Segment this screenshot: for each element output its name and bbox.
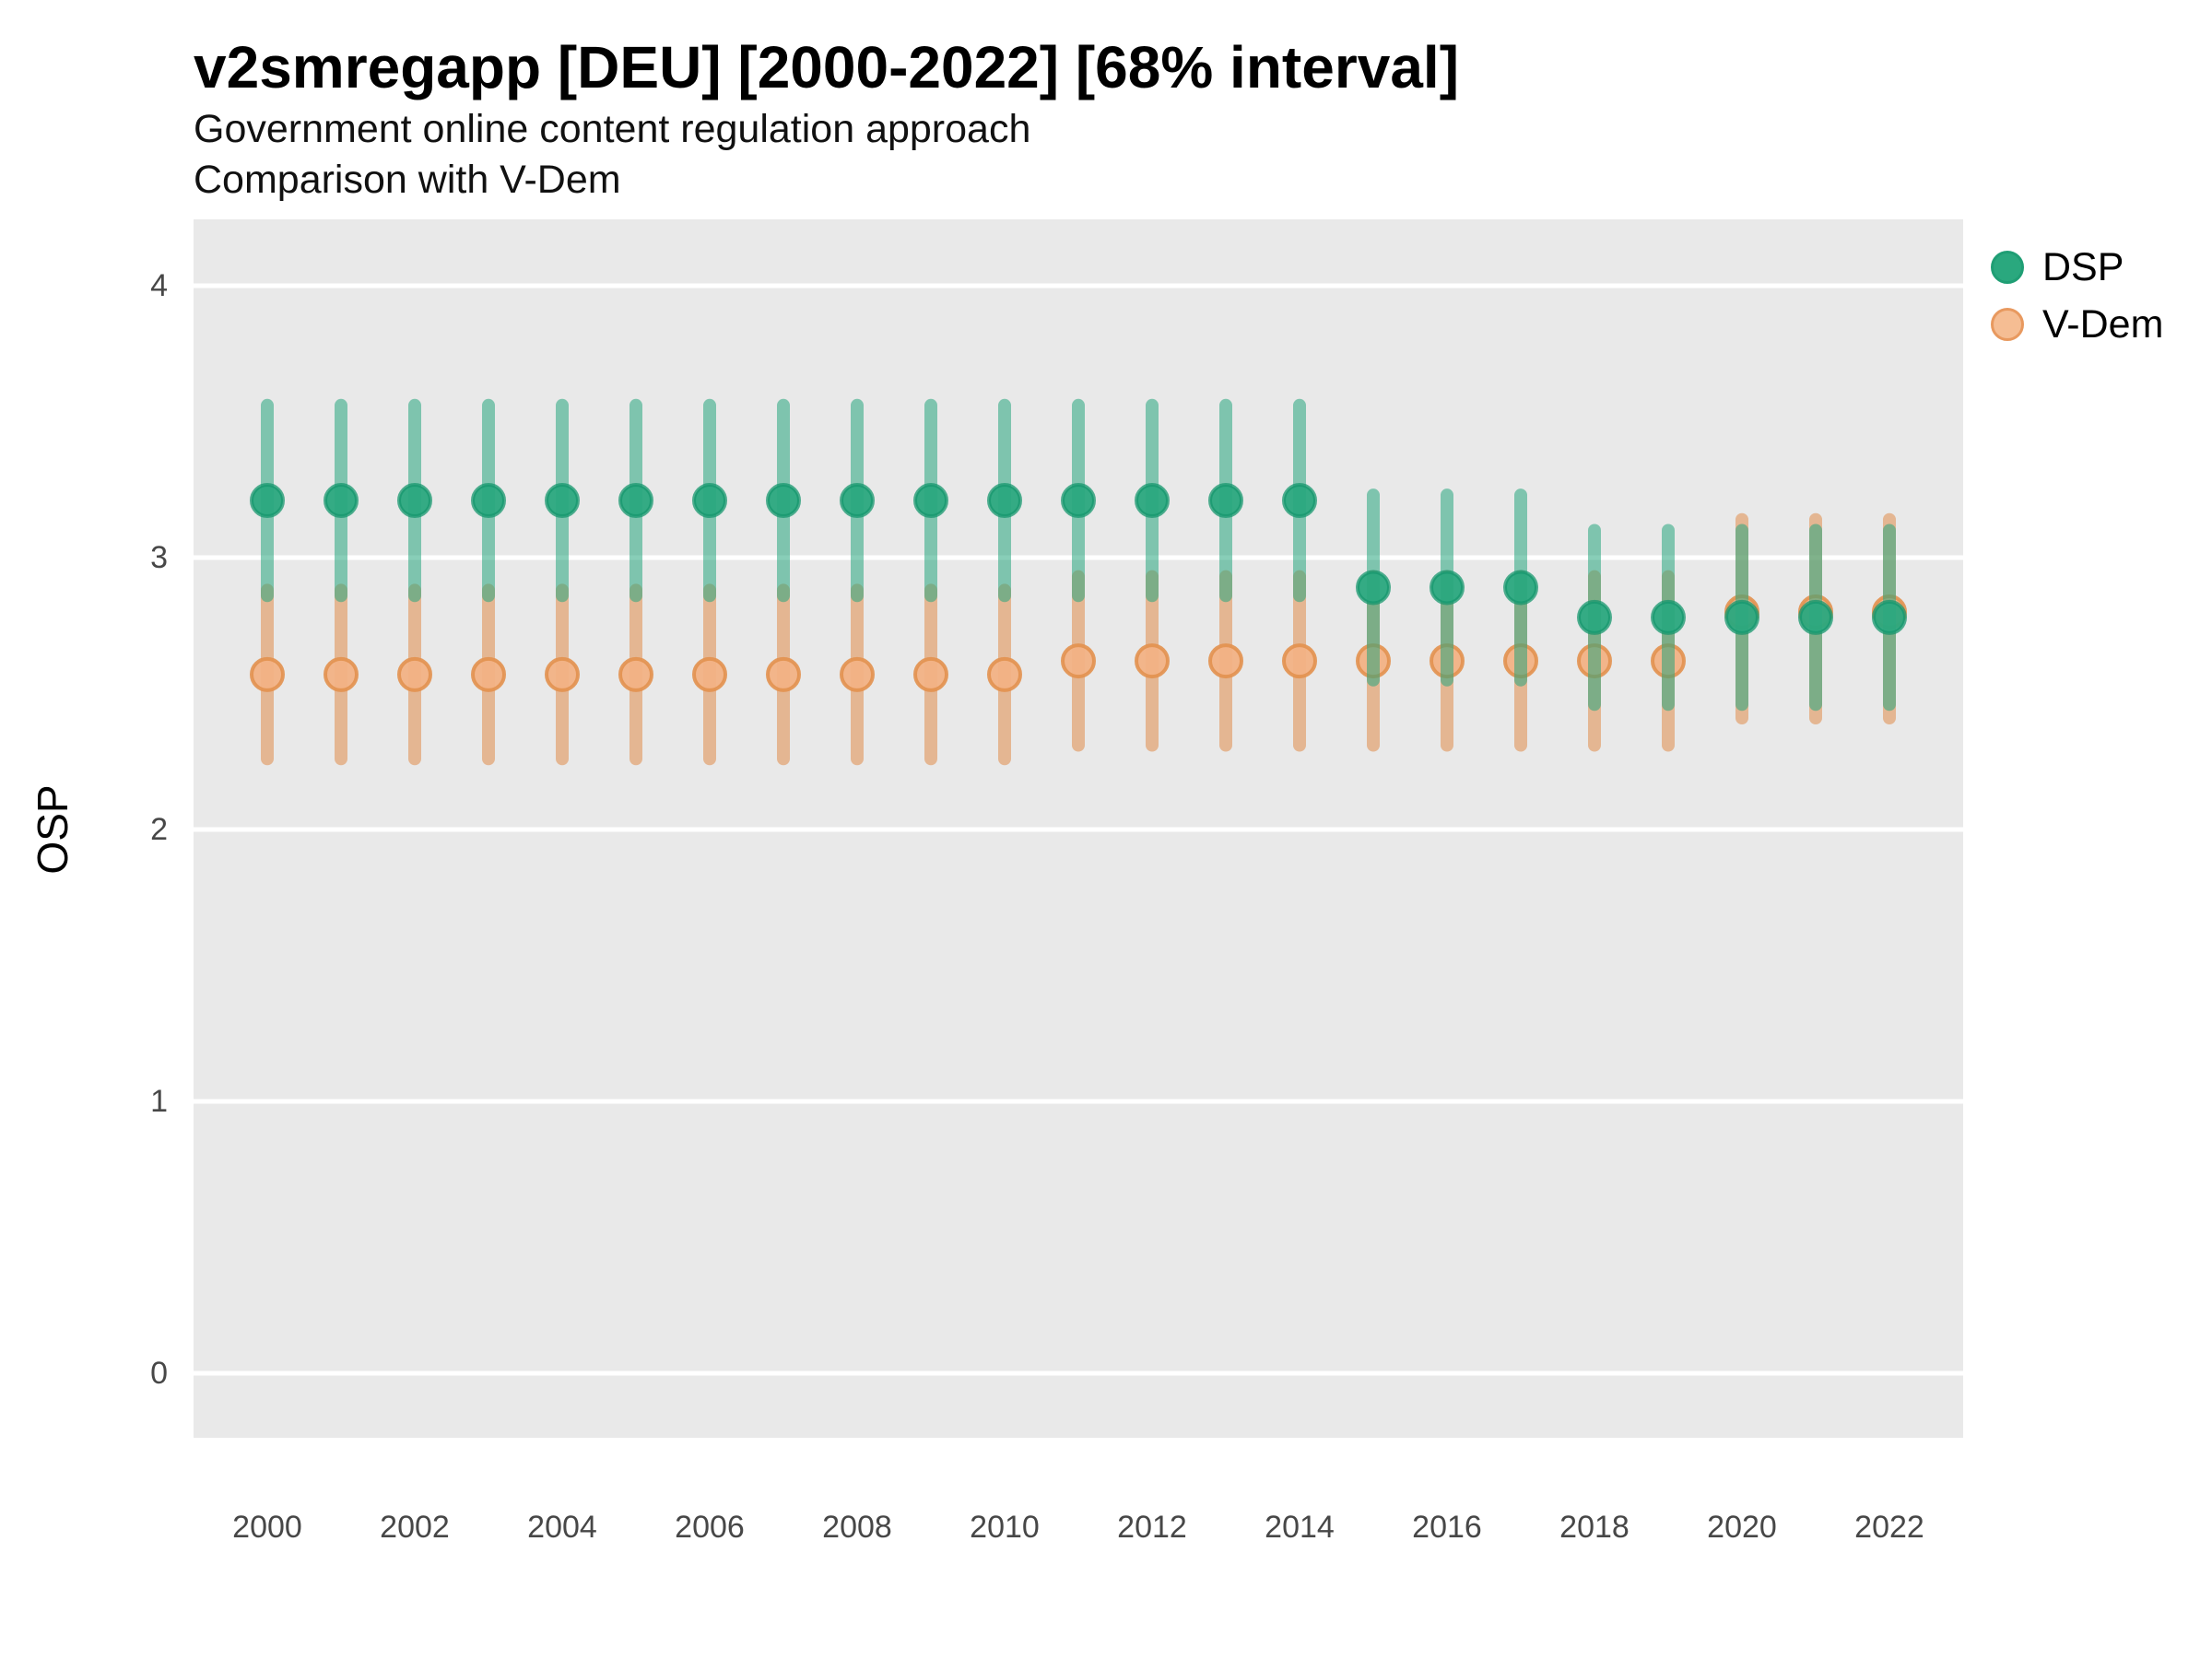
dsp-point-2014	[1282, 483, 1317, 519]
dsp-point-2002	[397, 483, 432, 519]
dsp-point-2020	[1724, 599, 1759, 635]
chart-subtitle-line1: Government online content regulation app…	[194, 107, 1031, 151]
vdem-legend-label: V-Dem	[2042, 301, 2164, 347]
dsp-point-2013	[1208, 483, 1243, 519]
vdem-legend-dot-icon	[1991, 308, 2024, 341]
vdem-point-2002	[397, 656, 432, 692]
vdem-point-2010	[987, 656, 1022, 692]
vdem-point-2007	[766, 656, 801, 692]
x-tick-label-2008: 2008	[822, 1510, 892, 1545]
dsp-point-2001	[324, 483, 359, 519]
x-tick-label-2000: 2000	[232, 1510, 302, 1545]
dsp-point-2004	[545, 483, 580, 519]
dsp-point-2000	[250, 483, 285, 519]
dsp-point-2015	[1356, 570, 1391, 606]
dsp-point-2021	[1798, 599, 1833, 635]
vdem-point-2000	[250, 656, 285, 692]
vdem-point-2005	[618, 656, 653, 692]
y-tick-label-4: 4	[150, 268, 168, 303]
dsp-point-2010	[987, 483, 1022, 519]
x-tick-label-2014: 2014	[1265, 1510, 1335, 1545]
dsp-point-2016	[1430, 570, 1465, 606]
dsp-point-2022	[1872, 599, 1907, 635]
vdem-point-2008	[840, 656, 875, 692]
gridline-y-4	[194, 283, 1963, 288]
dsp-legend-label: DSP	[2042, 244, 2124, 289]
dsp-point-2018	[1577, 599, 1612, 635]
dsp-legend-dot-icon	[1991, 251, 2024, 284]
x-tick-label-2002: 2002	[380, 1510, 450, 1545]
vdem-point-2006	[692, 656, 727, 692]
gridline-y-1	[194, 1099, 1963, 1104]
x-tick-label-2006: 2006	[675, 1510, 745, 1545]
vdem-point-2009	[913, 656, 948, 692]
vdem-point-2011	[1061, 643, 1096, 679]
y-tick-label-1: 1	[150, 1084, 168, 1119]
y-tick-label-0: 0	[150, 1356, 168, 1391]
y-axis-title: OSP	[29, 784, 76, 875]
dsp-point-2003	[471, 483, 506, 519]
gridline-y-2	[194, 827, 1963, 832]
legend-item-vdem: V-Dem	[1991, 302, 2163, 347]
chart-subtitle-line2: Comparison with V-Dem	[194, 158, 621, 202]
dsp-point-2009	[913, 483, 948, 519]
vdem-point-2001	[324, 656, 359, 692]
dsp-point-2005	[618, 483, 653, 519]
x-tick-label-2016: 2016	[1412, 1510, 1482, 1545]
legend-item-dsp: DSP	[1991, 245, 2163, 289]
x-tick-label-2018: 2018	[1559, 1510, 1630, 1545]
gridline-y-0	[194, 1371, 1963, 1376]
vdem-point-2014	[1282, 643, 1317, 679]
dsp-point-2007	[766, 483, 801, 519]
y-tick-label-2: 2	[150, 812, 168, 847]
x-tick-label-2020: 2020	[1707, 1510, 1777, 1545]
vdem-point-2013	[1208, 643, 1243, 679]
x-tick-label-2004: 2004	[527, 1510, 597, 1545]
dsp-point-2017	[1503, 570, 1538, 606]
dsp-point-2008	[840, 483, 875, 519]
vdem-point-2003	[471, 656, 506, 692]
chart-title: v2smregapp [DEU] [2000-2022] [68% interv…	[194, 34, 1459, 100]
legend: DSP V-Dem	[1991, 245, 2163, 347]
dsp-point-2011	[1061, 483, 1096, 519]
x-tick-label-2022: 2022	[1854, 1510, 1924, 1545]
vdem-point-2004	[545, 656, 580, 692]
x-tick-label-2012: 2012	[1117, 1510, 1187, 1545]
dsp-point-2012	[1135, 483, 1170, 519]
y-tick-label-3: 3	[150, 540, 168, 575]
x-tick-label-2010: 2010	[970, 1510, 1040, 1545]
dsp-point-2019	[1651, 599, 1686, 635]
vdem-point-2012	[1135, 643, 1170, 679]
dsp-point-2006	[692, 483, 727, 519]
